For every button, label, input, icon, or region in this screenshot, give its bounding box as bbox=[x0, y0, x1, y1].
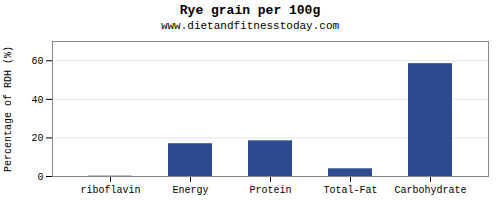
html-text:Rye grain per 100g: Rye grain per 100g bbox=[179, 3, 321, 18]
svg-text:Protein: Protein bbox=[249, 185, 291, 196]
svg-text:Energy: Energy bbox=[172, 185, 208, 196]
svg-text:Total-Fat: Total-Fat bbox=[323, 185, 377, 196]
html-text:www.dietandfitnesstoday.com: www.dietandfitnesstoday.com bbox=[160, 20, 340, 32]
svg-text:Carbohydrate: Carbohydrate bbox=[394, 185, 466, 196]
svg-text:20: 20 bbox=[31, 133, 43, 144]
svg-text:riboflavin: riboflavin bbox=[80, 185, 140, 196]
svg-text:Percentage of RDH (%): Percentage of RDH (%) bbox=[3, 46, 14, 172]
svg-text:40: 40 bbox=[31, 95, 43, 106]
svg-text:60: 60 bbox=[31, 56, 43, 67]
svg-text:0: 0 bbox=[37, 172, 43, 183]
